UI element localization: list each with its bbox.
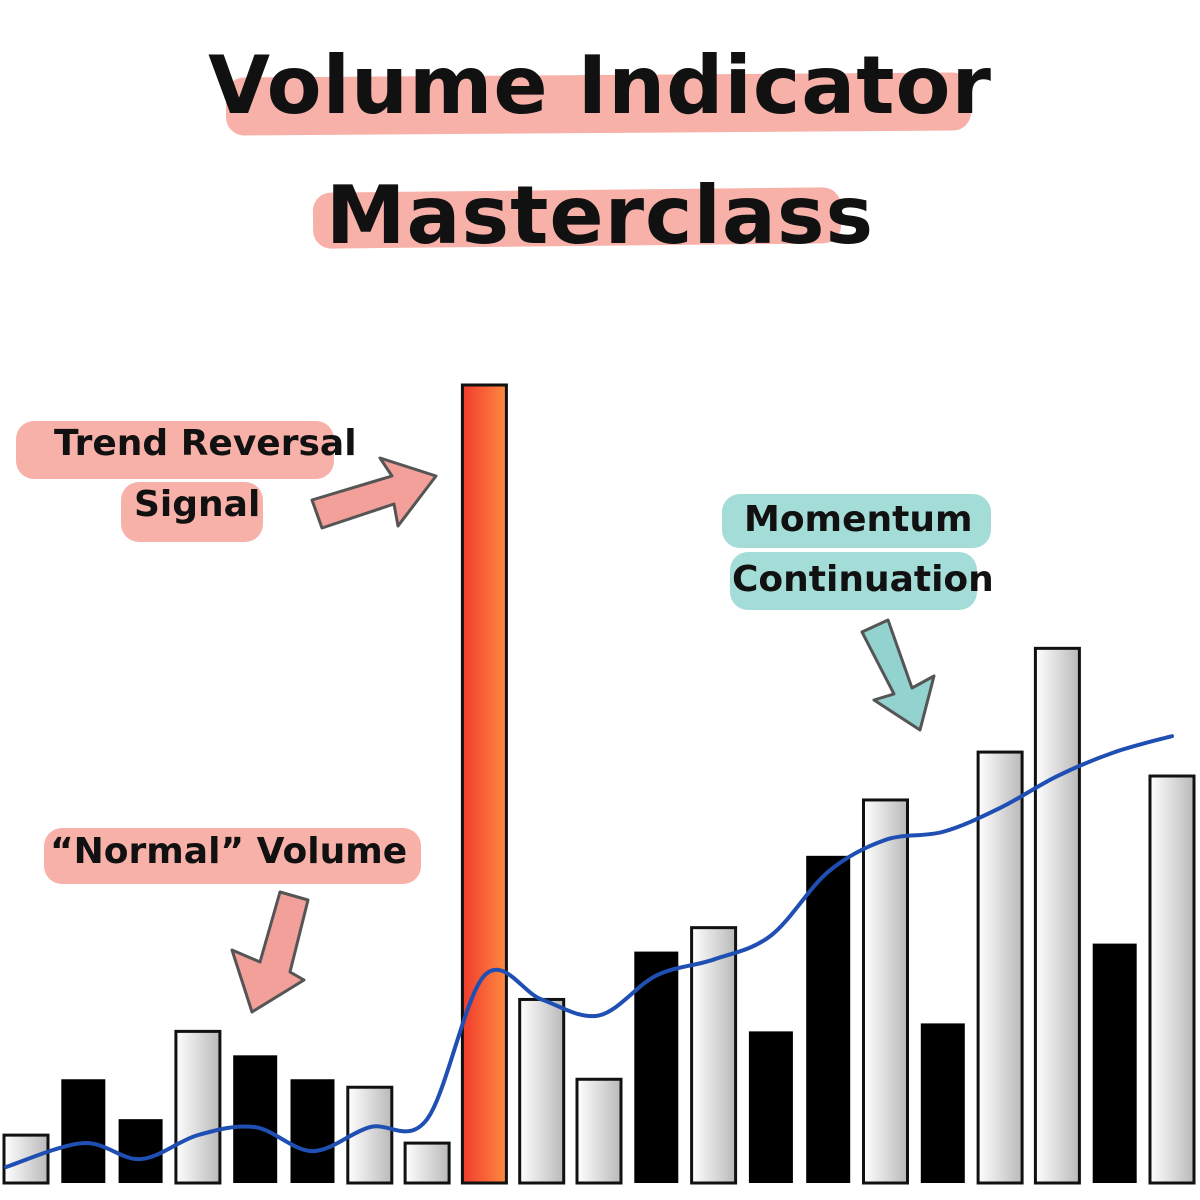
volume-bar-2: [61, 1079, 106, 1183]
title-line-2: Masterclass: [325, 169, 875, 262]
trend-reversal-arrow: [310, 456, 438, 530]
title-line-1: Volume Indicator: [208, 39, 992, 132]
trend-reversal-label-line-1: Trend Reversal: [54, 423, 357, 464]
volume-bar-17: [920, 1023, 965, 1183]
volume-bar-13: [690, 926, 738, 1185]
volume-bar-20: [1092, 943, 1137, 1183]
volume-bar-4: [174, 1029, 222, 1185]
volume-bar-14: [748, 1031, 793, 1183]
volume-bar-8: [403, 1141, 451, 1185]
normal-volume-label: “Normal” Volume: [50, 831, 408, 872]
volume-bar-3: [118, 1119, 163, 1183]
momentum-highlight-2: [730, 552, 977, 610]
trend-reversal-highlight-2: [121, 482, 263, 542]
volume-bar-15: [806, 855, 851, 1183]
volume-bar-21: [1148, 774, 1196, 1185]
volume-bar-5: [233, 1055, 278, 1183]
normal-volume-highlight: [44, 828, 421, 884]
momentum-label-line-1: Momentum: [744, 499, 973, 540]
momentum-arrow: [860, 618, 936, 732]
volume-bar-19: [1033, 646, 1081, 1185]
volume-bar-9: [460, 383, 508, 1185]
moving-average-line: [4, 734, 1174, 1170]
bars-group: [2, 383, 1196, 1185]
trend-reversal-highlight-1: [16, 421, 334, 479]
momentum-label-line-2: Continuation: [732, 559, 994, 600]
volume-bar-12: [634, 951, 679, 1183]
momentum-highlight-1: [722, 494, 991, 548]
normal-volume-arrow: [230, 890, 310, 1014]
volume-bar-18: [976, 750, 1024, 1185]
volume-bar-16: [862, 798, 909, 1185]
trend-reversal-label-line-2: Signal: [134, 484, 261, 525]
volume-bar-6: [290, 1079, 335, 1183]
volume-bar-11: [575, 1077, 623, 1185]
volume-bar-10: [518, 997, 566, 1185]
